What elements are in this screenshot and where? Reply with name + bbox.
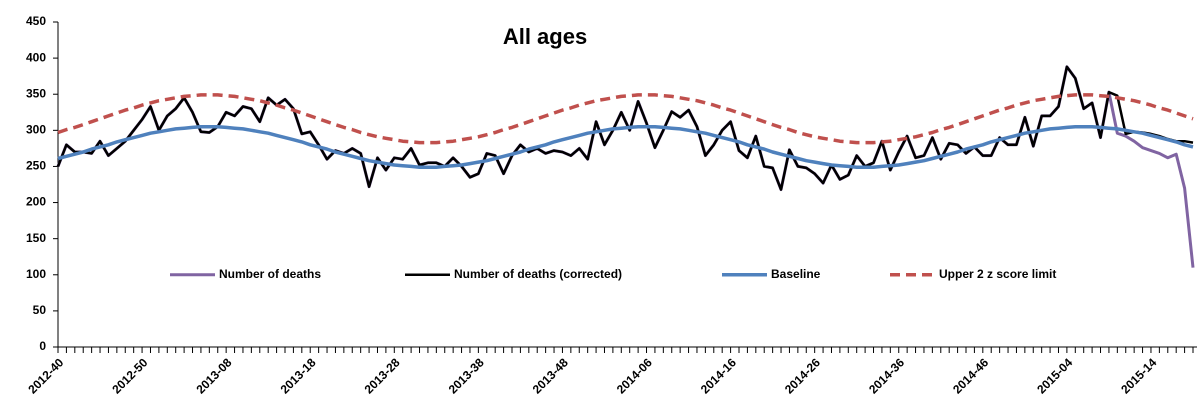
y-tick-label: 0 bbox=[39, 339, 46, 353]
x-tick-label: 2014-26 bbox=[782, 355, 823, 396]
y-tick-label: 150 bbox=[26, 231, 46, 245]
x-tick-label: 2013-38 bbox=[446, 355, 487, 396]
y-tick-label: 200 bbox=[26, 195, 46, 209]
y-tick-label: 400 bbox=[26, 50, 46, 64]
x-tick-label: 2013-18 bbox=[278, 355, 319, 396]
y-tick-label: 100 bbox=[26, 267, 46, 281]
y-tick-label: 300 bbox=[26, 123, 46, 137]
x-tick-label: 2014-16 bbox=[698, 355, 739, 396]
x-tick-label: 2013-08 bbox=[193, 355, 234, 396]
legend-label: Number of deaths (corrected) bbox=[454, 267, 622, 281]
x-tick-label: 2013-48 bbox=[530, 355, 571, 396]
y-tick-label: 50 bbox=[33, 303, 47, 317]
series-line bbox=[56, 65, 1194, 191]
series-line bbox=[57, 93, 1194, 145]
legend-label: Baseline bbox=[771, 267, 821, 281]
x-tick-label: 2012-40 bbox=[25, 355, 66, 396]
y-tick-label: 450 bbox=[26, 14, 46, 28]
legend-label: Number of deaths bbox=[219, 267, 321, 281]
series-line bbox=[57, 124, 1194, 169]
x-tick-label: 2014-36 bbox=[866, 355, 907, 396]
x-tick-label: 2015-14 bbox=[1118, 355, 1159, 396]
x-tick-label: 2013-28 bbox=[362, 355, 403, 396]
y-tick-label: 350 bbox=[26, 86, 46, 100]
y-tick-label: 250 bbox=[26, 159, 46, 173]
x-tick-label: 2012-50 bbox=[109, 355, 150, 396]
x-tick-label: 2015-04 bbox=[1034, 355, 1075, 396]
x-tick-label: 2014-46 bbox=[950, 355, 991, 396]
chart-title: All ages bbox=[503, 24, 587, 49]
legend-label: Upper 2 z score limit bbox=[939, 267, 1056, 281]
x-tick-label: 2014-06 bbox=[614, 355, 655, 396]
